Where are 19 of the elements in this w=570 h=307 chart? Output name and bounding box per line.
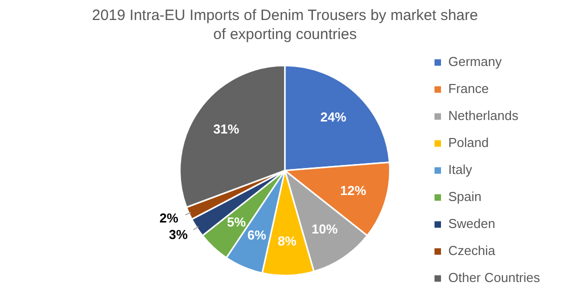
legend-label: Netherlands [448,108,519,124]
legend-label: Other Countries [448,270,540,286]
chart-title: 2019 Intra-EU Imports of Denim Trousers by market share of exporting countries [91,6,479,44]
legend-label: Czechia [448,243,496,258]
legend-label: Poland [448,135,489,150]
data-label: 6% [247,228,267,243]
data-label: 5% [226,214,246,230]
legend-label: Italy [448,162,473,178]
data-label: 12% [340,182,367,198]
data-label: 24% [320,110,347,125]
data-label: 2% [160,210,179,226]
legend-label: France [448,81,489,96]
data-label: 31% [213,121,240,136]
legend-label: Germany [448,54,502,70]
data-label: 3% [168,226,188,242]
legend-label: Sweden [448,216,496,232]
data-label: 8% [278,233,297,248]
data-label: 10% [312,221,338,236]
legend-label: Spain [448,189,482,204]
